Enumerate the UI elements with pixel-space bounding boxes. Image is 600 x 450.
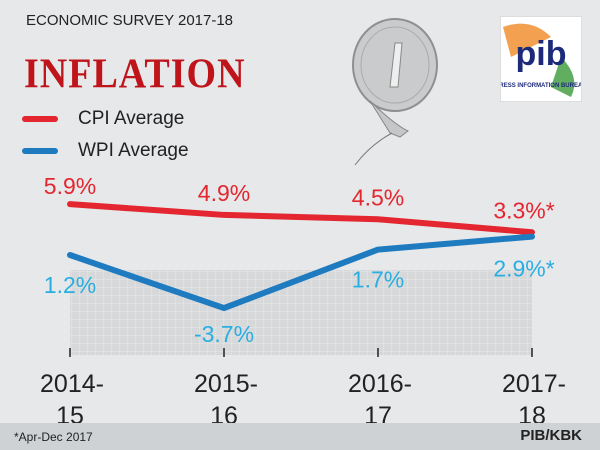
x-tick-label: 17 [364, 402, 392, 423]
svg-text:PRESS INFORMATION BUREAU: PRESS INFORMATION BUREAU [501, 83, 581, 89]
data-label: 3.3%* [493, 197, 554, 223]
data-label: 4.9% [198, 180, 250, 206]
x-tick-label: 2016- [348, 370, 412, 398]
data-label: 1.7% [352, 267, 404, 293]
x-tick-label: 16 [210, 402, 238, 423]
legend-swatch-cpi [22, 116, 58, 122]
coin-balloon-icon [352, 18, 438, 166]
pib-logo: pib PRESS INFORMATION BUREAU [495, 16, 587, 102]
footer-bar [0, 423, 600, 450]
legend-swatch-wpi [22, 148, 58, 154]
data-label: 1.2% [44, 272, 96, 298]
line-chart: 2014- 15 2015- 16 2016- 17 2017- 18 5.9% 4.9% 4.5%… [40, 173, 566, 423]
x-tick-label: 2014- [40, 370, 104, 398]
legend-cpi: CPI Average [22, 108, 184, 130]
series-line-cpi [67, 201, 535, 236]
legend-wpi: WPI Average [22, 140, 189, 162]
survey-title: ECONOMIC SURVEY 2017-18 [26, 12, 234, 29]
series-line-wpi [67, 233, 535, 312]
footnote: *Apr-Dec 2017 [14, 430, 93, 444]
x-tick-label: 18 [518, 402, 546, 423]
svg-text:pib: pib [516, 35, 567, 73]
data-label: 4.5% [352, 184, 404, 210]
data-label: 5.9% [44, 173, 96, 199]
grid-area [70, 270, 532, 355]
x-tick-label: 2015- [194, 370, 258, 398]
data-label: 2.9%* [493, 256, 554, 282]
x-tick-label: 15 [56, 402, 84, 423]
legend-label: CPI Average [78, 108, 185, 129]
legend-label: WPI Average [78, 140, 189, 161]
chart-title: INFLATION [24, 51, 246, 98]
credit: PIB/KBK [520, 427, 582, 444]
data-label: -3.7% [194, 321, 254, 347]
x-tick-label: 2017- [502, 370, 566, 398]
